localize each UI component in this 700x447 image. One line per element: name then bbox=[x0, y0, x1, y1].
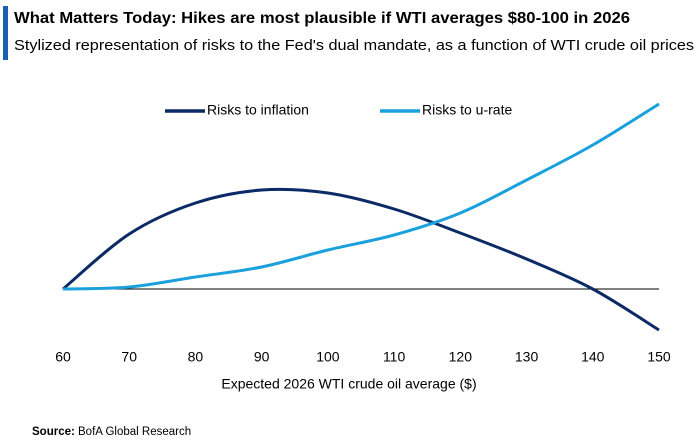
x-tick-label: 70 bbox=[121, 349, 137, 365]
legend-label: Risks to inflation bbox=[207, 102, 309, 118]
x-tick-label: 130 bbox=[515, 349, 539, 365]
x-tick-label: 100 bbox=[316, 349, 340, 365]
series-line bbox=[62, 187, 660, 332]
source: BofA Global Research bbox=[78, 426, 191, 438]
x-tick-label: 110 bbox=[383, 349, 406, 365]
chart-title: What Matters Today: Hikes are most plaus… bbox=[14, 10, 630, 27]
x-tick-label: 150 bbox=[647, 349, 671, 365]
title-accent bbox=[3, 6, 8, 60]
x-tick-label: 80 bbox=[188, 349, 204, 365]
x-tick-label: 140 bbox=[581, 349, 605, 365]
x-tick-label: 90 bbox=[254, 349, 270, 365]
x-tick-label: 120 bbox=[449, 349, 473, 365]
source-label: Source: bbox=[32, 426, 75, 438]
legend-label: Risks to u-rate bbox=[422, 102, 512, 118]
series-line bbox=[62, 102, 660, 291]
x-axis-title: Expected 2026 WTI crude oil average ($) bbox=[221, 376, 476, 392]
x-tick-label: 60 bbox=[55, 349, 71, 365]
chart-subtitle: Stylized representation of risks to the … bbox=[14, 37, 694, 54]
